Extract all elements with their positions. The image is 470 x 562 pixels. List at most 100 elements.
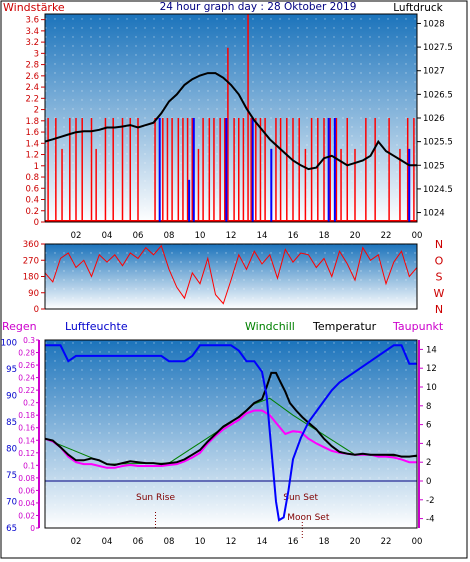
hour-tick-label: 22	[381, 537, 392, 547]
moonset-label: Moon Set	[287, 513, 330, 523]
wind-tick-label: 0.4	[25, 196, 39, 206]
hour-tick-label: 20	[350, 537, 361, 547]
humidity-tick-label: 85	[6, 418, 17, 428]
hour-tick-label: 10	[195, 537, 206, 547]
wind-bars	[45, 14, 417, 222]
panel3-border	[44, 339, 418, 529]
rain-tick-label: 0.26	[18, 361, 35, 370]
direction-tick-label: 90	[28, 289, 39, 299]
rain-tick-label: 0.08	[18, 474, 35, 483]
wind-tick-label: 0	[34, 218, 39, 228]
pressure-tick-label: 1024.5	[423, 185, 453, 195]
hour-tick-label: 12	[226, 231, 237, 241]
temp-tick-label: -2	[426, 496, 434, 506]
wind-axis-ticks: 00.20.4 0.60.811.2 1.41.61.82 2.22.42.62.8 3…	[25, 16, 45, 228]
hour-tick-label: 02	[71, 231, 82, 241]
hour-tick-label: 18	[319, 231, 330, 241]
hour-tick-label: 10	[195, 231, 206, 241]
temp-tick-label: 4	[426, 439, 431, 449]
hour-tick-label: 04	[102, 231, 113, 241]
rain-tick-label: 0.1	[23, 461, 35, 470]
temp-tick-label: 2	[426, 458, 431, 468]
humidity-tick-label: 95	[6, 365, 17, 375]
wind-tick-label: 3.6	[25, 16, 39, 26]
temp-tick-label: 8	[426, 402, 431, 412]
hour-tick-label: 14	[257, 537, 268, 547]
hour-tick-label: 08	[164, 537, 175, 547]
sunset-label: Sun Set	[283, 493, 318, 503]
wind-tick-label: 0.2	[25, 207, 39, 217]
hour-tick-label: 00	[412, 231, 423, 241]
hour-tick-label: 16	[288, 231, 299, 241]
rain-tick-label: 0.14	[18, 436, 35, 445]
rain-tick-label: 0.06	[18, 486, 35, 495]
humidity-tick-label: 70	[6, 498, 17, 508]
direction-tick-label: 180	[23, 273, 39, 283]
pressure-axis-ticks: 1024 1024.5 1025 1025.5 1026 1026.5 1027 1027.5…	[417, 19, 453, 219]
pressure-tick-label: 1026	[423, 114, 445, 124]
hour-tick-label: 02	[71, 537, 82, 547]
wind-direction-line	[44, 244, 418, 305]
rain-tick-label: 0.02	[18, 511, 35, 520]
humidity-line	[45, 344, 417, 522]
wind-tick-label: 1.4	[25, 139, 39, 149]
humidity-axis-ticks: 65 70 75 80 85 90 95 100	[1, 339, 17, 534]
hour-tick-label: 06	[133, 231, 144, 241]
hour-tick-label: 12	[226, 537, 237, 547]
wind-tick-label: 3.4	[25, 27, 39, 37]
dewpoint-legend: Taupunkt	[392, 320, 444, 333]
temperature-legend: Temperatur	[312, 320, 377, 333]
panel2-dot-grid	[45, 244, 417, 309]
humidity-tick-label: 80	[6, 445, 17, 455]
rain-tick-label: 0.3	[23, 336, 35, 345]
compass-label: S	[436, 271, 443, 284]
wind-tick-label: 0.6	[25, 184, 39, 194]
wind-tick-label: 2.6	[25, 72, 39, 82]
pressure-tick-label: 1025.5	[423, 138, 453, 148]
hour-tick-label: 06	[133, 537, 144, 547]
hour-tick-label: 14	[257, 231, 268, 241]
wind-tick-label: 2.4	[25, 83, 39, 93]
temp-tick-label: 10	[426, 383, 437, 393]
temperature-line	[44, 371, 418, 467]
compass-label: N	[435, 303, 443, 316]
wind-tick-label: 3	[34, 49, 39, 59]
panel3-hour-ticks: 02 04 06 08 10 12 14 16 18 20 22 00	[71, 537, 423, 547]
temp-tick-label: -4	[426, 515, 434, 525]
rain-tick-label: 0.16	[18, 424, 35, 433]
wind-tick-label: 3.2	[25, 38, 39, 48]
wind-axis-title: Windstärke	[3, 1, 65, 14]
pressure-tick-label: 1028	[423, 19, 445, 29]
direction-tick-label: 270	[23, 256, 39, 266]
wind-tick-label: 1	[34, 162, 39, 172]
compass-label: W	[434, 287, 445, 300]
rain-axis-ticks: 0 0.02 0.04 0.06 0.08 0.1 0.12 0.14 0.16 0.18 0.2 0…	[18, 336, 39, 533]
compass-label: N	[435, 238, 443, 251]
panel1-dot-grid	[45, 14, 417, 222]
rain-tick-label: 0.28	[18, 349, 35, 358]
hour-tick-label: 04	[102, 537, 113, 547]
temperature-humidity-panel: Sun Rise Sun Set Moon Set 65707580859095…	[1, 336, 437, 547]
temp-tick-label: 14	[426, 345, 437, 355]
sunrise-label: Sun Rise	[136, 493, 175, 503]
wind-tick-label: 1.8	[25, 117, 39, 127]
rain-tick-label: 0.18	[18, 411, 35, 420]
rain-tick-label: 0.04	[18, 499, 35, 508]
temp-tick-label: 6	[426, 421, 431, 431]
temp-axis-ticks: -4 -2 0 2 4 6 8 10 12 14	[419, 345, 437, 525]
pressure-tick-label: 1024	[423, 209, 445, 219]
rain-legend: Regen	[2, 320, 37, 333]
pressure-tick-label: 1025	[423, 161, 445, 171]
hour-tick-label: 22	[381, 231, 392, 241]
humidity-tick-label: 75	[6, 471, 17, 481]
pressure-line	[44, 72, 417, 171]
wind-tick-label: 2.2	[25, 94, 39, 104]
rain-tick-label: 0.12	[18, 449, 35, 458]
wind-tick-label: 2	[34, 106, 39, 116]
humidity-tick-label: 90	[6, 392, 17, 402]
wind-pressure-panel: 00.20.4 0.60.811.2 1.41.61.82 2.22.42.62.8 3…	[25, 13, 453, 241]
